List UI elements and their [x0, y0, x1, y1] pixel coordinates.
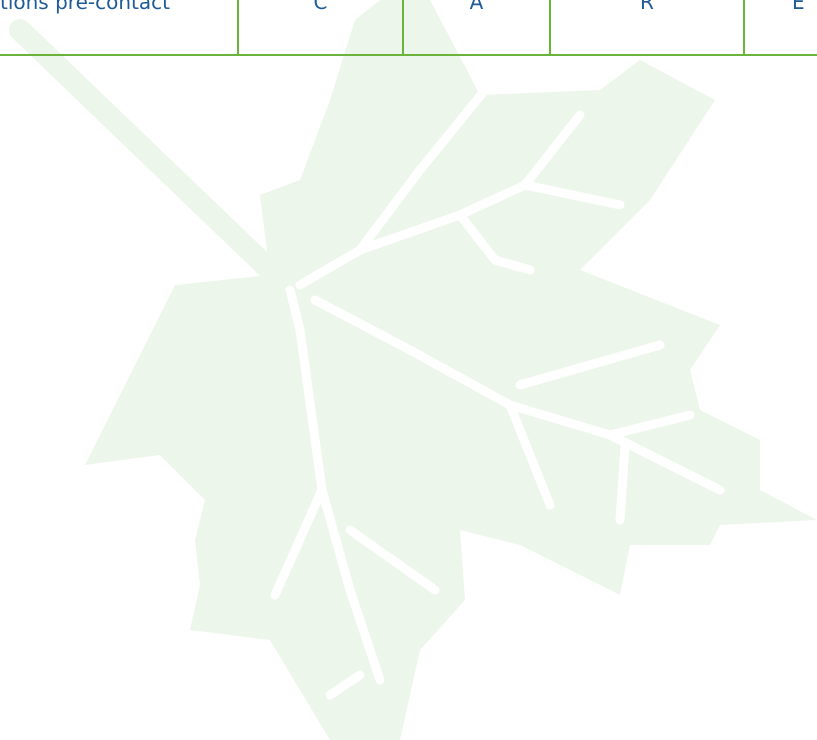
cell-text: tions pre-contact — [0, 0, 170, 14]
cell-text: C — [239, 0, 402, 14]
table-cell: tions pre-contact — [0, 0, 237, 54]
table-cell: C — [237, 0, 402, 54]
leaf-watermark — [0, 0, 817, 740]
page: tions pre-contact C A R E (() => { const… — [0, 0, 817, 740]
table-cell: A — [402, 0, 549, 54]
table-cell: R — [549, 0, 743, 54]
table-cell: E — [743, 0, 817, 54]
cell-text: A — [404, 0, 549, 14]
table-row: tions pre-contact C A R E — [0, 0, 817, 56]
cell-text: R — [551, 0, 743, 14]
cell-text: E — [792, 0, 805, 14]
